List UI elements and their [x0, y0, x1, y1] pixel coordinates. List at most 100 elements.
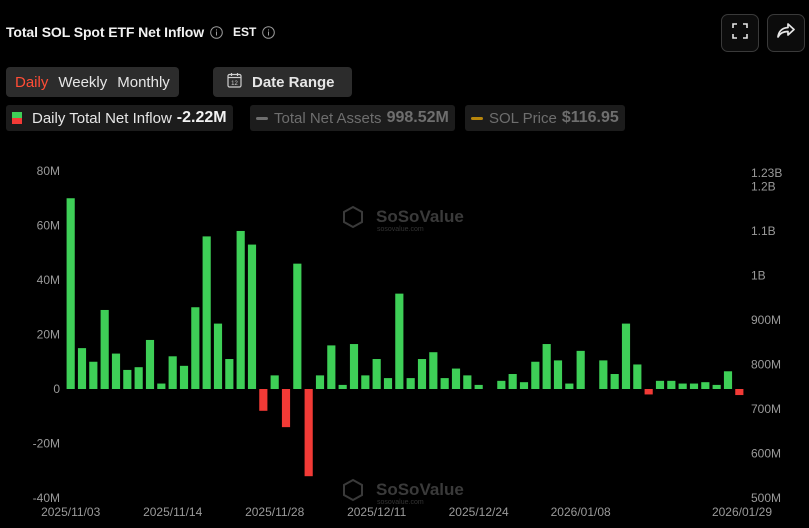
bar[interactable] [429, 352, 438, 389]
y-tick-label-right: 700M [751, 402, 781, 416]
watermark-url: sosovalue.com [377, 499, 424, 506]
share-icon [777, 22, 795, 44]
y-tick-label-left: 80M [37, 164, 60, 178]
bar[interactable] [191, 307, 200, 389]
bar[interactable] [610, 374, 619, 389]
bar[interactable] [621, 323, 631, 389]
watermark: SoSoValue sosovalue.com SoSoValue sosova… [343, 205, 464, 506]
legend-value: 998.52M [386, 109, 449, 126]
legend-daily-net-inflow[interactable]: Daily Total Net Inflow -2.22M [6, 105, 233, 131]
legend-sol-price[interactable]: SOL Price $116.95 [465, 105, 625, 131]
bar[interactable] [395, 293, 404, 390]
bar[interactable] [542, 344, 551, 389]
y-tick-label-right: 600M [751, 446, 781, 460]
share-button[interactable] [767, 14, 805, 52]
fullscreen-icon [732, 22, 748, 44]
bar[interactable] [440, 378, 449, 389]
bar[interactable] [519, 382, 529, 389]
bar[interactable] [259, 389, 268, 411]
bar[interactable] [655, 380, 665, 389]
y-tick-label-right: 1.2B [751, 179, 776, 193]
tab-daily[interactable]: Daily [15, 73, 49, 91]
bar[interactable] [213, 323, 223, 389]
bar[interactable] [735, 389, 744, 396]
bar[interactable] [531, 361, 540, 389]
bar[interactable] [134, 367, 143, 389]
y-tick-label-left: 40M [37, 273, 60, 287]
bar[interactable] [168, 356, 177, 389]
legend-label: Daily Total Net Inflow [32, 109, 172, 127]
x-tick-label: 2026/01/08 [551, 505, 611, 519]
bar[interactable] [315, 375, 325, 390]
bar[interactable] [689, 383, 699, 389]
y-tick-label-left: 0 [53, 382, 60, 396]
date-range-label: Date Range [252, 73, 335, 91]
y-tick-label-right: 900M [751, 313, 781, 327]
bar[interactable] [123, 369, 132, 389]
bar[interactable] [553, 360, 563, 389]
bar[interactable] [293, 263, 302, 389]
bar[interactable] [361, 375, 370, 390]
fullscreen-button[interactable] [721, 14, 759, 52]
bar[interactable] [508, 374, 517, 389]
x-tick-label: 2025/11/28 [245, 505, 304, 519]
bar[interactable] [451, 368, 461, 389]
timezone-info-icon[interactable] [262, 25, 276, 39]
bar[interactable] [463, 375, 472, 390]
bar[interactable] [145, 339, 155, 389]
bar[interactable] [712, 384, 721, 389]
bar[interactable] [111, 353, 121, 389]
watermark-brand: SoSoValue [376, 480, 464, 499]
bar[interactable] [157, 383, 166, 389]
bar[interactable] [89, 361, 98, 389]
bar[interactable] [406, 378, 415, 389]
watermark-brand: SoSoValue [376, 207, 464, 226]
bar[interactable] [701, 382, 710, 389]
bar[interactable] [576, 350, 585, 389]
bar[interactable] [270, 375, 279, 390]
tab-weekly[interactable]: Weekly [58, 73, 108, 91]
bar[interactable] [327, 345, 336, 389]
bar[interactable] [179, 365, 189, 389]
watermark-logo-icon [343, 205, 363, 229]
x-tick-label: 2025/12/24 [449, 505, 509, 519]
watermark-url: sosovalue.com [377, 226, 424, 233]
bar[interactable] [236, 230, 245, 389]
legend-value: $116.95 [561, 109, 619, 126]
chart-header: Total SOL Spot ETF Net Inflow EST [6, 18, 276, 46]
x-tick-label: 2025/11/03 [41, 505, 100, 519]
bar[interactable] [66, 198, 75, 389]
x-tick-label: 2025/12/11 [347, 505, 406, 519]
tab-monthly[interactable]: Monthly [117, 73, 170, 91]
svg-text:12: 12 [231, 81, 238, 87]
bar[interactable] [100, 309, 109, 389]
bar[interactable] [497, 380, 506, 389]
bar[interactable] [349, 344, 359, 389]
bar[interactable] [417, 359, 427, 389]
bar[interactable] [723, 371, 733, 389]
timezone-label: EST [233, 25, 257, 39]
legend-label: Total Net Assets [274, 109, 382, 127]
bar[interactable] [565, 383, 574, 389]
bar[interactable] [202, 236, 211, 389]
chart-title: Total SOL Spot ETF Net Inflow [6, 24, 205, 40]
bar[interactable] [225, 359, 234, 389]
legend-total-net-assets[interactable]: Total Net Assets 998.52M [250, 105, 455, 131]
bar[interactable] [474, 384, 483, 389]
bar[interactable] [599, 360, 608, 389]
date-range-button[interactable]: 12 Date Range [213, 67, 352, 97]
bar[interactable] [383, 378, 393, 389]
bar[interactable] [678, 383, 687, 389]
bar[interactable] [372, 359, 381, 389]
bar[interactable] [667, 380, 676, 389]
bar[interactable] [77, 348, 87, 390]
bar[interactable] [247, 244, 257, 390]
info-icon[interactable] [210, 25, 223, 39]
bar[interactable] [338, 384, 347, 389]
bar[interactable] [281, 389, 291, 428]
bar[interactable] [633, 364, 642, 389]
bar[interactable] [644, 389, 653, 395]
bar[interactable] [304, 389, 313, 477]
bar-legend-icon [12, 112, 22, 124]
inflow-chart: SoSoValue sosovalue.com SoSoValue sosova… [33, 164, 783, 519]
